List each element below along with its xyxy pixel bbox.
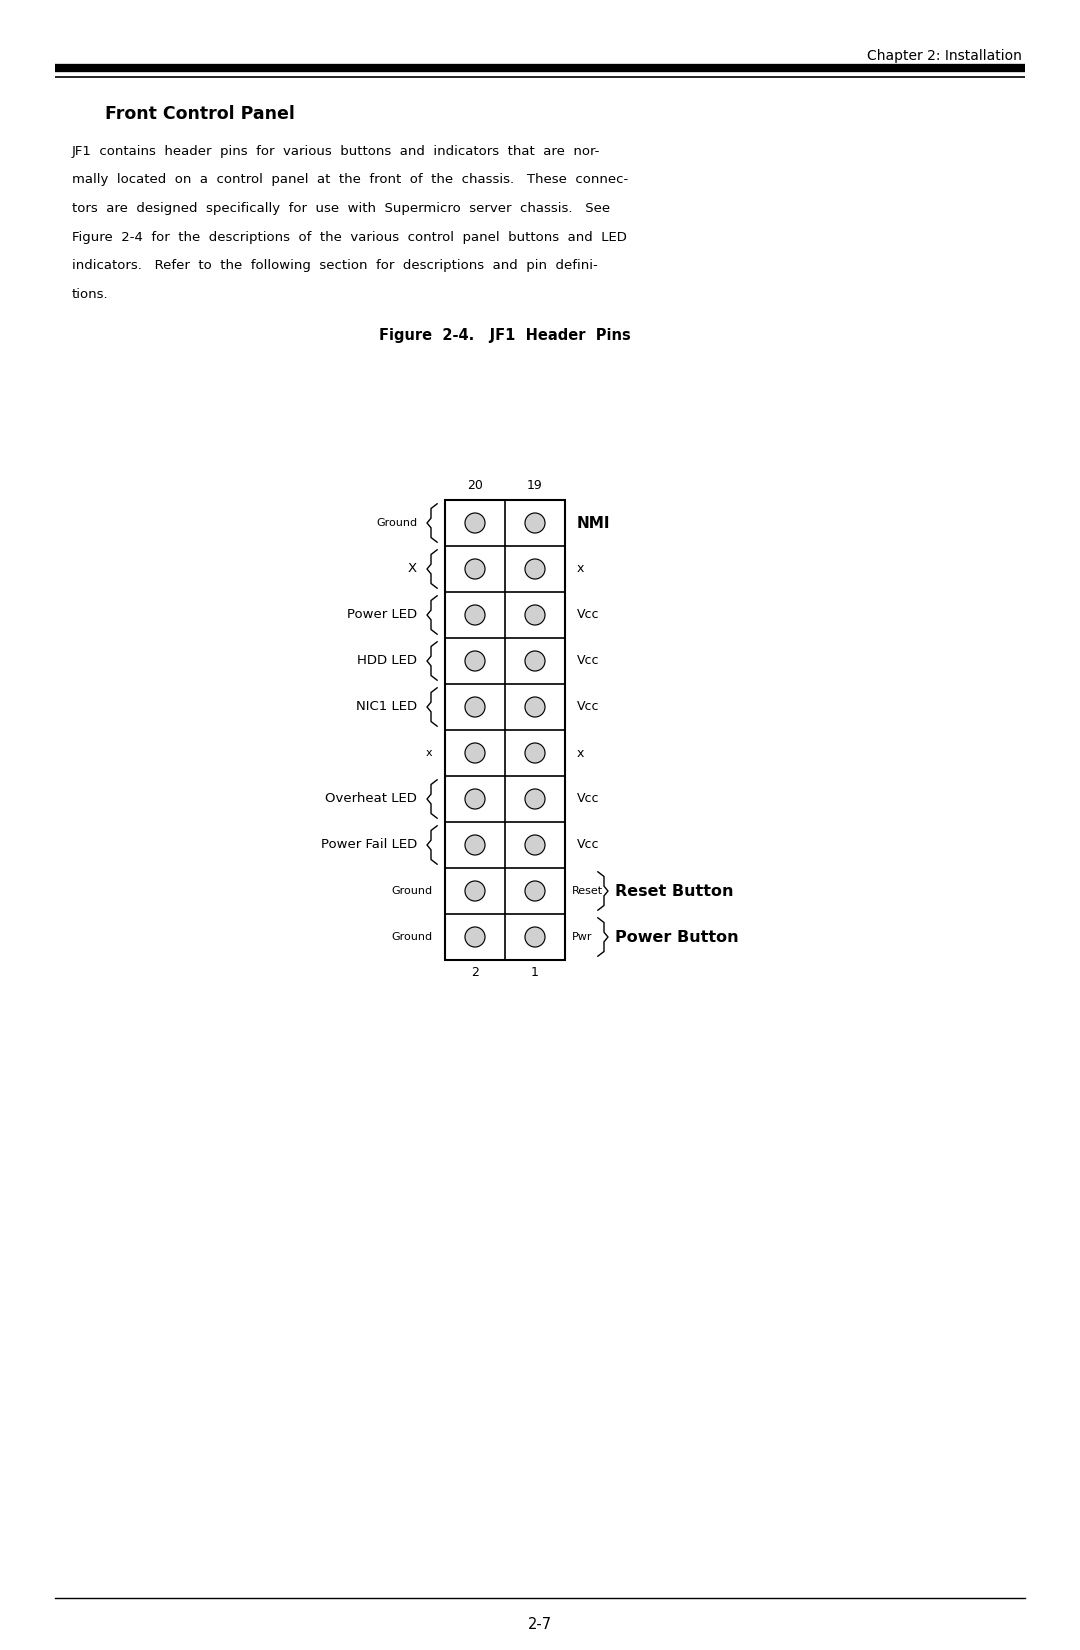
Text: JF1  contains  header  pins  for  various  buttons  and  indicators  that  are  : JF1 contains header pins for various but… bbox=[72, 145, 600, 158]
Text: x: x bbox=[426, 747, 432, 757]
Text: Chapter 2: Installation: Chapter 2: Installation bbox=[867, 50, 1022, 63]
Text: 20: 20 bbox=[467, 478, 483, 492]
Bar bbox=[445, 500, 565, 960]
Circle shape bbox=[525, 696, 545, 718]
Text: Figure  2-4  for  the  descriptions  of  the  various  control  panel  buttons  : Figure 2-4 for the descriptions of the v… bbox=[72, 231, 626, 244]
Text: indicators.   Refer  to  the  following  section  for  descriptions  and  pin  d: indicators. Refer to the following secti… bbox=[72, 259, 597, 272]
Text: Reset: Reset bbox=[572, 886, 603, 896]
Text: tors  are  designed  specifically  for  use  with  Supermicro  server  chassis. : tors are designed specifically for use w… bbox=[72, 201, 610, 214]
Circle shape bbox=[525, 835, 545, 855]
Text: Front Control Panel: Front Control Panel bbox=[105, 106, 295, 124]
Text: 19: 19 bbox=[527, 478, 543, 492]
Circle shape bbox=[465, 881, 485, 901]
Text: Power Fail LED: Power Fail LED bbox=[321, 838, 417, 851]
Circle shape bbox=[525, 559, 545, 579]
Text: 2: 2 bbox=[471, 965, 478, 978]
Text: tions.: tions. bbox=[72, 287, 109, 300]
Text: x: x bbox=[577, 563, 584, 576]
Circle shape bbox=[525, 927, 545, 947]
Text: Vcc: Vcc bbox=[577, 609, 599, 622]
Circle shape bbox=[465, 742, 485, 762]
Text: Overheat LED: Overheat LED bbox=[325, 792, 417, 805]
Text: Power Button: Power Button bbox=[615, 929, 739, 944]
Text: NIC1 LED: NIC1 LED bbox=[356, 701, 417, 713]
Circle shape bbox=[465, 927, 485, 947]
Text: Pwr: Pwr bbox=[572, 932, 593, 942]
Text: Vcc: Vcc bbox=[577, 701, 599, 713]
Text: Vcc: Vcc bbox=[577, 655, 599, 668]
Circle shape bbox=[465, 513, 485, 533]
Circle shape bbox=[465, 789, 485, 808]
Circle shape bbox=[525, 513, 545, 533]
Circle shape bbox=[465, 652, 485, 672]
Circle shape bbox=[465, 559, 485, 579]
Text: X: X bbox=[408, 563, 417, 576]
Text: x: x bbox=[577, 746, 584, 759]
Text: Ground: Ground bbox=[391, 932, 432, 942]
Text: mally  located  on  a  control  panel  at  the  front  of  the  chassis.   These: mally located on a control panel at the … bbox=[72, 173, 629, 186]
Circle shape bbox=[465, 606, 485, 625]
Text: Vcc: Vcc bbox=[577, 792, 599, 805]
Text: 1: 1 bbox=[531, 965, 539, 978]
Circle shape bbox=[525, 606, 545, 625]
Text: Ground: Ground bbox=[391, 886, 432, 896]
Text: Figure  2-4.   JF1  Header  Pins: Figure 2-4. JF1 Header Pins bbox=[379, 328, 631, 343]
Circle shape bbox=[525, 652, 545, 672]
Text: Power LED: Power LED bbox=[347, 609, 417, 622]
Circle shape bbox=[525, 881, 545, 901]
Text: Vcc: Vcc bbox=[577, 838, 599, 851]
Circle shape bbox=[525, 789, 545, 808]
Text: NMI: NMI bbox=[577, 515, 610, 531]
Text: Ground: Ground bbox=[376, 518, 417, 528]
Circle shape bbox=[525, 742, 545, 762]
Text: 2-7: 2-7 bbox=[528, 1617, 552, 1632]
Circle shape bbox=[465, 696, 485, 718]
Circle shape bbox=[465, 835, 485, 855]
Text: Reset Button: Reset Button bbox=[615, 883, 733, 899]
Text: HDD LED: HDD LED bbox=[357, 655, 417, 668]
